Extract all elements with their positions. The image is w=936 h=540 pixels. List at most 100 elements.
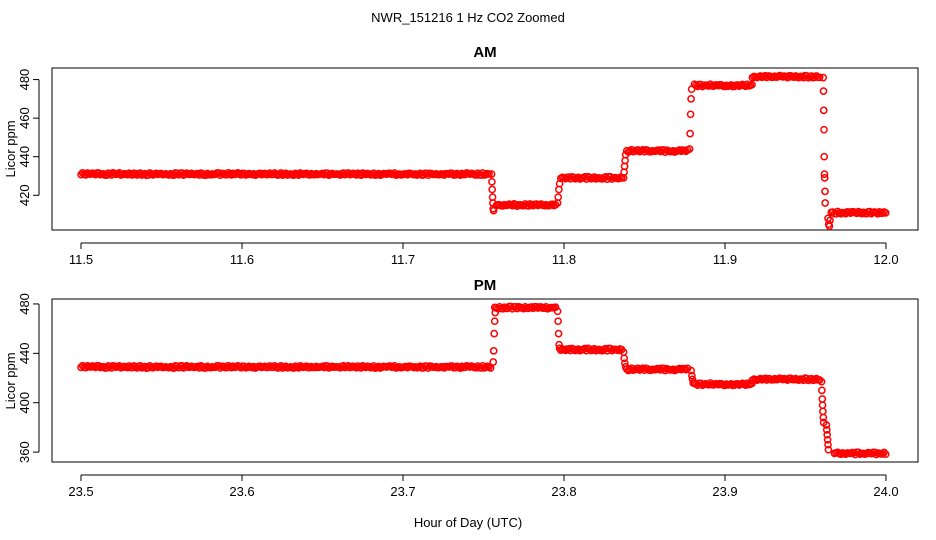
data-point: [621, 359, 629, 368]
data-point: [485, 362, 493, 371]
panel-pm-ylabel: Licor ppm: [3, 352, 18, 409]
am-x-tick-label: 11.7: [391, 252, 415, 267]
data-point: [614, 174, 623, 183]
data-point: [548, 200, 557, 209]
data-point: [818, 401, 827, 410]
data-point: [819, 407, 827, 416]
data-point: [554, 193, 563, 202]
data-point: [686, 110, 695, 119]
am-transition-3: [685, 85, 696, 153]
data-point: [621, 150, 630, 159]
data-point: [490, 317, 499, 326]
am-y-tick-label: 420: [17, 184, 32, 206]
data-point: [553, 307, 562, 316]
data-point: [686, 129, 694, 138]
am-y-tick-label: 480: [17, 69, 32, 91]
pm-transition-2: [619, 348, 630, 371]
figure-title: NWR_151216 1 Hz CO2 Zoomed: [371, 10, 565, 25]
data-point: [823, 435, 832, 444]
pm-segment-4: [690, 379, 756, 390]
data-point: [821, 199, 830, 207]
data-point: [818, 386, 826, 395]
data-point: [491, 308, 500, 317]
pm-x-tick-label: 24.0: [873, 484, 898, 499]
am-segment-3: [622, 145, 692, 156]
data-point: [878, 450, 887, 458]
data-point: [472, 171, 481, 179]
pm-x-tick-label: 23.5: [68, 484, 93, 499]
data-point: [688, 375, 697, 384]
panel-pm-plot-frame: [51, 298, 919, 463]
am-segment-0: [77, 169, 493, 180]
pm-transition-5: [822, 421, 833, 454]
data-point: [819, 73, 828, 82]
panel-am-plot-frame: [51, 67, 919, 231]
pm-segment-6: [830, 448, 890, 459]
data-point: [820, 152, 829, 161]
pm-segment-0: [77, 361, 495, 372]
data-point: [820, 170, 829, 178]
data-point: [551, 303, 560, 312]
pm-x-tick-label: 23.8: [551, 484, 576, 499]
data-point: [498, 304, 507, 313]
data-point: [819, 106, 828, 115]
data-point: [687, 85, 696, 94]
data-point: [685, 145, 694, 153]
am-x-tick-label: 11.5: [69, 252, 93, 267]
data-point: [489, 358, 498, 366]
panel-am-axes: 11.5 11.6 11.7 11.8 11.9 12.0 420 440 460 480: [17, 69, 899, 267]
pm-y-tick-label: 480: [17, 293, 32, 315]
data-point: [488, 185, 497, 194]
pm-x-tick-label: 23.6: [229, 484, 254, 499]
data-point: [485, 170, 493, 178]
pm-segment-1: [490, 302, 560, 313]
data-point: [881, 450, 890, 459]
am-segment-4: [690, 80, 756, 91]
am-x-tick-label: 12.0: [873, 252, 898, 267]
data-point: [555, 179, 564, 188]
data-point: [748, 80, 756, 89]
pm-transition-0: [489, 308, 500, 366]
data-point: [810, 376, 819, 384]
data-point: [227, 171, 236, 179]
am-y-tick-label: 440: [17, 146, 32, 168]
pm-y-tick-label: 360: [17, 441, 32, 463]
data-point: [688, 371, 696, 380]
data-point: [824, 445, 833, 454]
data-point: [881, 209, 890, 217]
data-point: [823, 430, 832, 439]
am-transition-0: [487, 170, 498, 215]
panel-pm-points: [77, 302, 890, 459]
pm-x-tick-label: 23.7: [390, 484, 415, 499]
data-point: [826, 216, 834, 225]
am-transition-4: [819, 73, 830, 207]
data-point: [490, 329, 499, 338]
am-transition-1: [553, 179, 564, 207]
data-point: [819, 87, 828, 95]
panel-pm: PM Licor ppm 23.5 23.6 23.7 23.8 23.9 24.0 360…: [3, 277, 919, 499]
pm-segment-3: [622, 364, 692, 375]
pm-transition-1: [553, 307, 564, 353]
am-transition-5: [824, 214, 834, 230]
data-point: [824, 440, 832, 449]
pm-y-tick-label: 400: [17, 392, 32, 414]
am-transition-2: [619, 150, 630, 182]
panel-pm-title: PM: [474, 277, 497, 294]
data-point: [554, 317, 562, 326]
data-point: [456, 364, 465, 372]
pm-segment-5: [748, 374, 824, 385]
data-point: [551, 200, 560, 209]
am-segment-2: [556, 172, 626, 183]
data-point: [880, 448, 888, 457]
data-point: [815, 73, 824, 82]
data-point: [489, 347, 498, 355]
data-point: [489, 206, 498, 215]
am-x-tick-label: 11.6: [230, 252, 254, 267]
data-point: [486, 364, 495, 372]
pm-segment-2: [556, 344, 626, 355]
data-point: [820, 174, 829, 182]
pm-transition-3: [687, 366, 698, 387]
data-point: [682, 365, 690, 374]
data-point: [821, 187, 829, 196]
